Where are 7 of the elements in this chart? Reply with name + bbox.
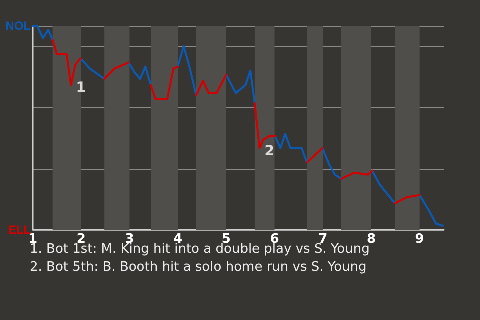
annotation: 2 bbox=[264, 143, 275, 160]
annotation: 1 bbox=[76, 80, 86, 96]
x-tick-label: 9 bbox=[415, 232, 424, 247]
text: 2. Bot 5th: B. Booth hit a solo home run vs S. Young bbox=[30, 260, 367, 275]
text: ELL bbox=[8, 223, 31, 237]
x-tick-label: 8 bbox=[366, 232, 376, 247]
series-label: NOL bbox=[6, 19, 31, 33]
